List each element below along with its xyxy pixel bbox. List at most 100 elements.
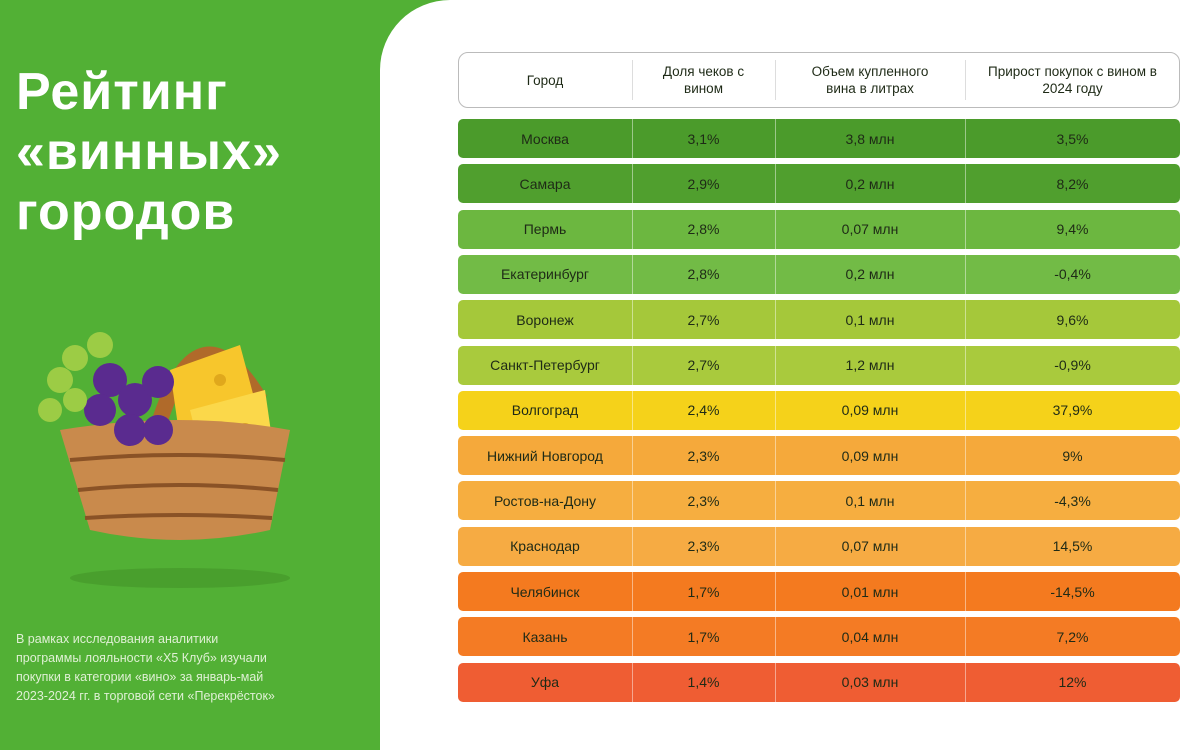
cell-divider (632, 300, 633, 340)
value-cell: 12% (1058, 674, 1087, 691)
table-row (458, 662, 1180, 702)
table-row (458, 300, 1180, 340)
title: Рейтинг «винных» городов (16, 62, 282, 242)
city-cell: Уфа (530, 674, 560, 691)
value-cell: 2,3% (687, 447, 720, 464)
city-cell: Нижний Новгород (487, 447, 603, 464)
header-text: Доля чеков с вином (662, 64, 745, 96)
cell-divider (775, 572, 776, 611)
cell-divider (965, 300, 966, 340)
cell-divider (965, 662, 966, 702)
value-cell: -0,9% (1054, 357, 1091, 373)
city-cell: Краснодар (510, 538, 580, 555)
value-cell: 8,2% (1056, 175, 1089, 192)
cell-divider (632, 119, 633, 158)
value-cell: 2,7% (687, 311, 720, 328)
cell-divider (965, 481, 966, 521)
header-text: Прирост покупок с вином в 2024 году (988, 64, 1157, 96)
value-cell: 0,04 млн (841, 628, 899, 645)
table-row (458, 526, 1180, 566)
value-cell: 1,7% (687, 628, 720, 645)
cell-divider (632, 617, 633, 657)
cell-divider (965, 572, 966, 611)
cell-divider (632, 436, 633, 476)
value-cell: 0,1 млн (845, 311, 895, 328)
footnote-line: В рамках исследования аналитики (16, 632, 219, 646)
value-cell: 9,4% (1056, 221, 1089, 238)
cell-divider (775, 390, 776, 430)
value-cell: 1,2 млн (845, 357, 895, 373)
city-cell: Воронеж (516, 311, 574, 328)
city-cell: Ростов-на-Дону (494, 492, 596, 509)
title-line: Рейтинг (16, 63, 228, 121)
cell-divider (632, 481, 633, 521)
city-cell: Екатеринбург (500, 266, 590, 283)
cell-divider (965, 119, 966, 158)
cell-divider (965, 526, 966, 566)
cell-divider (632, 572, 633, 611)
value-cell: 37,9% (1052, 402, 1093, 419)
cell-divider (632, 345, 633, 385)
value-cell: 2,7% (687, 357, 720, 373)
table-row (458, 481, 1180, 521)
city-cell: Москва (521, 130, 569, 147)
cell-divider (775, 345, 776, 385)
header-divider (632, 60, 633, 100)
header-divider (965, 60, 966, 100)
cell-divider (632, 254, 633, 294)
cell-divider (775, 526, 776, 566)
table-row (458, 119, 1180, 158)
cell-divider (965, 345, 966, 385)
value-cell: 2,4% (687, 402, 720, 419)
value-cell: 2,3% (687, 492, 720, 509)
value-cell: -0,4% (1054, 266, 1091, 283)
value-cell: 7,2% (1056, 628, 1089, 645)
cell-divider (632, 209, 633, 249)
value-cell: 3,1% (687, 130, 720, 147)
value-cell: 1,7% (687, 583, 720, 600)
cell-divider (965, 436, 966, 476)
value-cell: 0,07 млн (841, 538, 899, 555)
value-cell: 0,03 млн (841, 674, 899, 691)
value-cell: 0,07 млн (841, 221, 899, 238)
city-cell: Санкт-Петербург (490, 357, 600, 373)
table-row (458, 254, 1180, 294)
cell-divider (965, 390, 966, 430)
value-cell: -14,5% (1050, 583, 1095, 600)
value-cell: 3,8 млн (845, 130, 895, 147)
header-cell: Доля чеков с вином (632, 52, 775, 108)
cell-divider (775, 662, 776, 702)
cell-divider (775, 300, 776, 340)
header-divider (775, 60, 776, 100)
table-header (458, 52, 1180, 108)
table-row (458, 390, 1180, 430)
value-cell: 0,01 млн (841, 583, 899, 600)
header-text: Город (526, 72, 564, 88)
city-cell: Казань (522, 628, 568, 645)
cell-divider (965, 209, 966, 249)
table-row (458, 164, 1180, 204)
cell-divider (632, 164, 633, 204)
value-cell: 2,8% (687, 221, 720, 238)
title-line: городов (16, 183, 236, 241)
table-row (458, 209, 1180, 249)
cell-divider (965, 254, 966, 294)
header-cell: Город (458, 52, 632, 108)
value-cell: 0,2 млн (845, 266, 895, 283)
city-cell: Челябинск (510, 583, 580, 600)
value-cell: 1,4% (687, 674, 720, 691)
value-cell: 14,5% (1052, 538, 1093, 555)
table-row (458, 345, 1180, 385)
title-line: «винных» (16, 123, 282, 181)
cell-divider (632, 526, 633, 566)
footnote-line: покупки в категории «вино» за январь-май (16, 670, 264, 684)
table-row (458, 572, 1180, 611)
city-cell: Пермь (523, 221, 567, 238)
city-cell: Волгоград (511, 402, 579, 419)
cell-divider (775, 481, 776, 521)
cell-divider (775, 617, 776, 657)
cell-divider (632, 662, 633, 702)
value-cell: 2,9% (687, 175, 720, 192)
value-cell: -4,3% (1054, 492, 1091, 509)
